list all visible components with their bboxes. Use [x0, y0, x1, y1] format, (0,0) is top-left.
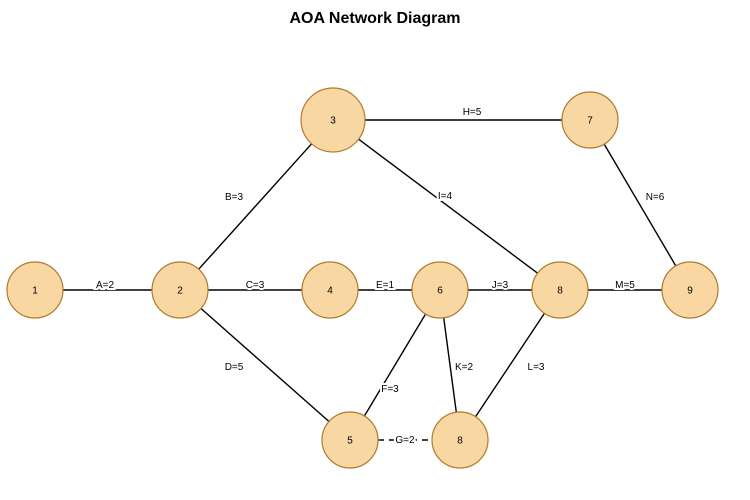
node: 5 [322, 412, 378, 468]
edge-label: F=3 [381, 384, 399, 395]
edge-label: H=5 [463, 107, 482, 118]
edge-label: E=1 [376, 280, 395, 291]
node-label: 1 [32, 286, 38, 297]
edge-label: A=2 [96, 280, 115, 291]
node-label: 4 [327, 286, 333, 297]
edge-label: K=2 [455, 362, 474, 373]
edge-label: B=3 [225, 192, 244, 203]
node: 3 [301, 88, 365, 152]
edge [199, 144, 312, 269]
node: 8 [532, 262, 588, 318]
node: 8 [432, 412, 488, 468]
edge [604, 144, 676, 266]
node: 4 [302, 262, 358, 318]
edge-label: J=3 [492, 280, 509, 291]
edge-label: C=3 [246, 280, 265, 291]
node-label: 2 [177, 286, 183, 297]
node: 2 [152, 262, 208, 318]
edge-label: I=4 [438, 191, 453, 202]
node-label: 6 [437, 286, 443, 297]
edge-label: D=5 [225, 362, 244, 373]
node: 6 [412, 262, 468, 318]
node-label: 9 [687, 286, 693, 297]
edge-label: G=2 [395, 435, 415, 446]
node-label: 8 [457, 436, 463, 447]
node-label: 8 [557, 286, 563, 297]
edge-label: N=6 [646, 192, 665, 203]
node: 9 [662, 262, 718, 318]
edge [364, 314, 425, 416]
node: 1 [7, 262, 63, 318]
network-diagram: A=2A=2B=3B=3C=3C=3D=5D=5E=1E=1F=3F=3G=2G… [0, 0, 750, 500]
node-label: 3 [330, 116, 336, 127]
edge [201, 309, 329, 422]
node: 7 [562, 92, 618, 148]
node-label: 7 [587, 116, 593, 127]
edge-label: L=3 [528, 362, 545, 373]
edge [359, 139, 538, 273]
node-label: 5 [347, 436, 353, 447]
edge-label: M=5 [615, 280, 635, 291]
